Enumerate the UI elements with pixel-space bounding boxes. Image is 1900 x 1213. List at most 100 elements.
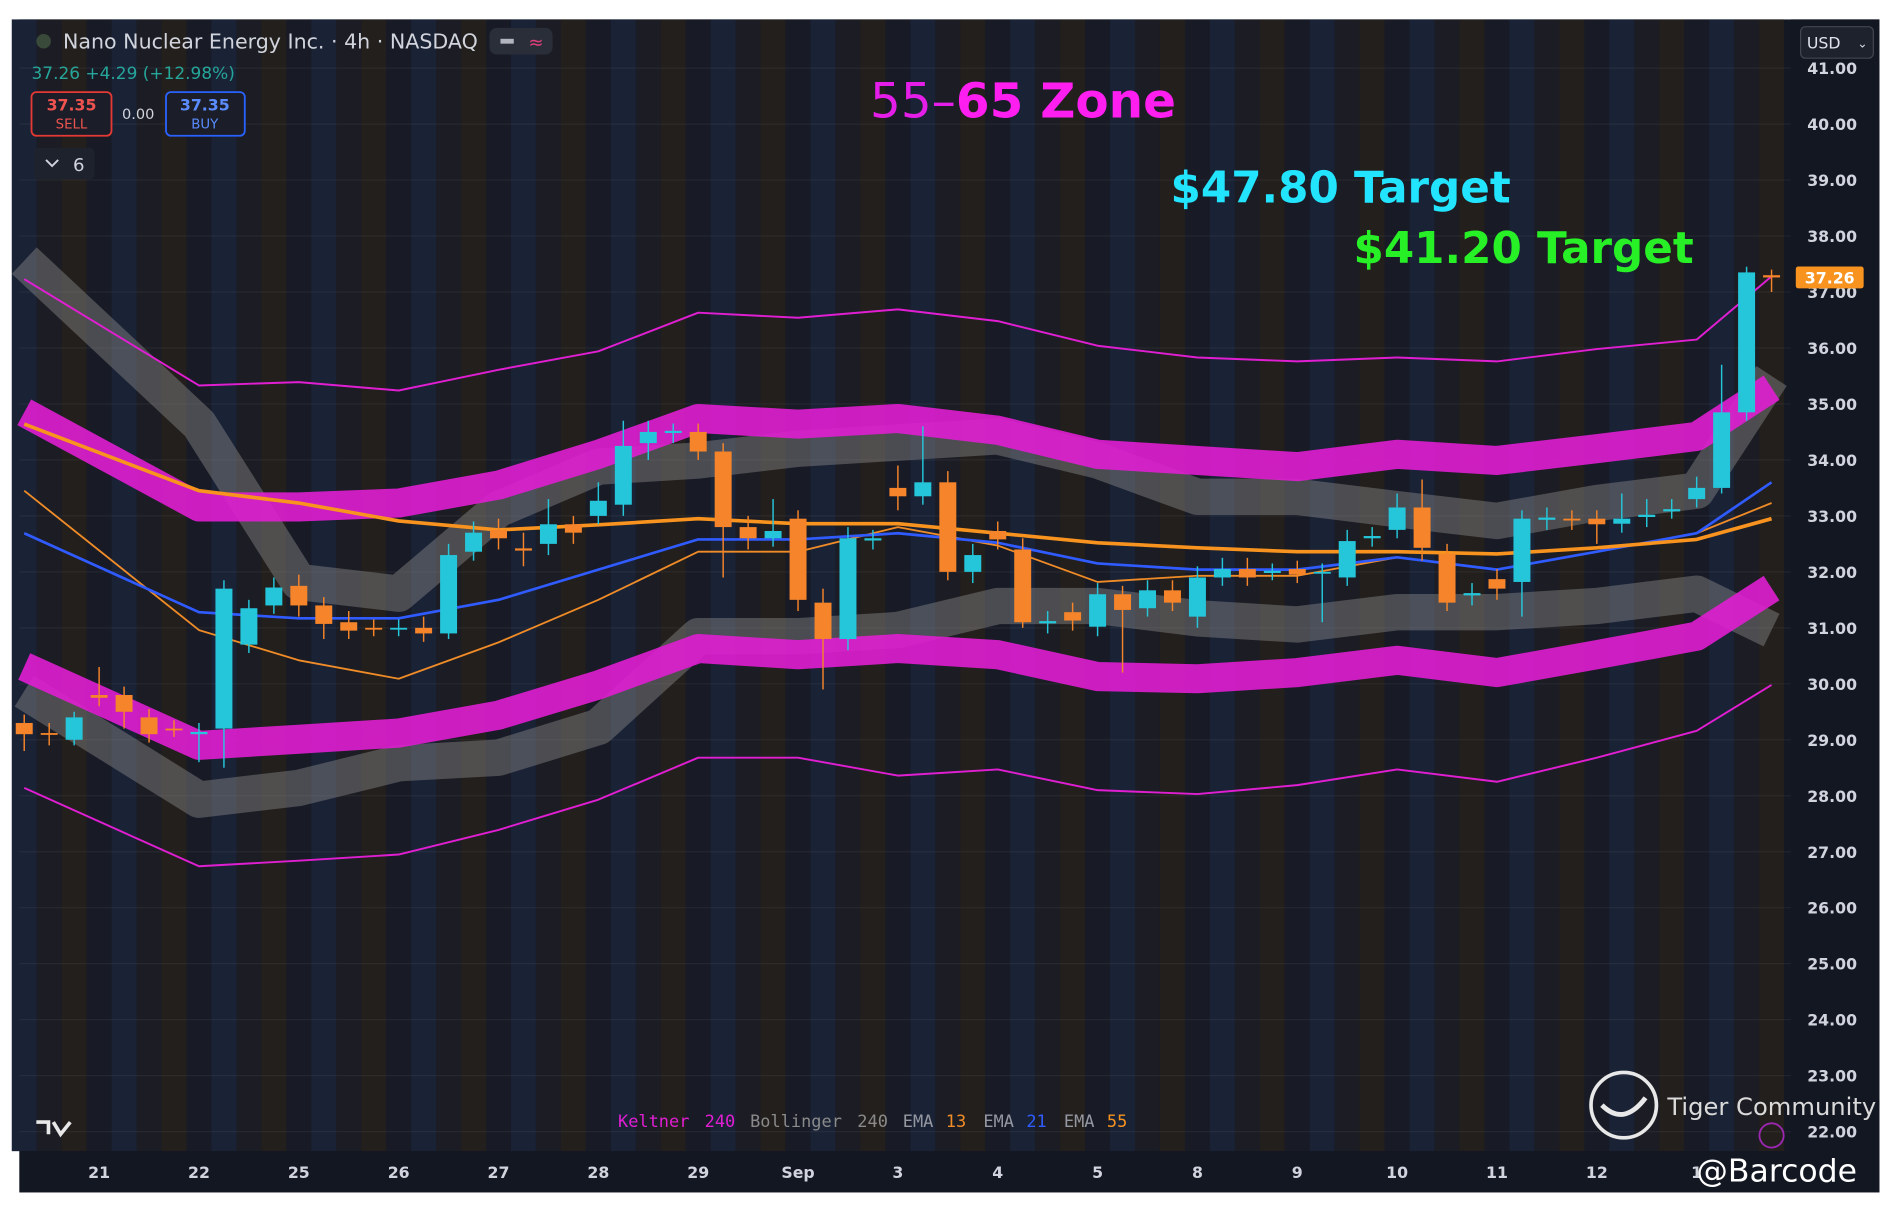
symbol-icon (36, 33, 51, 49)
candle-body (1238, 569, 1256, 578)
candle-body (315, 605, 333, 624)
x-tick-label: 28 (587, 1163, 609, 1182)
candle-body (839, 538, 857, 640)
sell-button[interactable] (30, 91, 113, 137)
candle-body (664, 430, 682, 434)
session-stripe (1559, 19, 1585, 1152)
candle-body (864, 538, 882, 541)
session-stripe (860, 19, 886, 1152)
x-tick-label: 5 (1092, 1163, 1103, 1182)
y-tick-label: 36.00 (1807, 339, 1857, 358)
session-stripe (560, 19, 586, 1152)
y-tick-label: 27.00 (1807, 843, 1857, 862)
currency-button[interactable] (1800, 26, 1874, 59)
candle-body (514, 548, 532, 551)
candle-body (1438, 553, 1456, 603)
x-tick-label: 9 (1292, 1163, 1303, 1182)
session-stripe (710, 19, 736, 1152)
candle-body (190, 731, 208, 735)
session-stripe (1259, 19, 1285, 1152)
candle-body (365, 627, 383, 630)
status-badge (489, 27, 553, 55)
keltner-band (17, 375, 1780, 522)
session-stripe (1110, 19, 1136, 1152)
x-tick-label: 27 (488, 1163, 510, 1182)
indicator-toggle[interactable] (33, 147, 95, 180)
candle-body (914, 482, 932, 497)
x-tick-label: 11 (1486, 1163, 1508, 1182)
candle-body (1338, 541, 1356, 578)
author: @Barcode (1696, 1153, 1857, 1189)
session-stripe (1684, 19, 1710, 1152)
sell-label: SELL (56, 117, 88, 132)
session-stripe (1659, 19, 1685, 1152)
candle-body (1213, 569, 1231, 578)
status-icon (500, 38, 514, 44)
candle-body (1513, 518, 1531, 582)
legend-item: 240 (705, 1111, 736, 1131)
candle-body (65, 717, 83, 740)
session-stripe (810, 19, 836, 1152)
quote: 37.26 +4.29 (+12.98%) (32, 63, 235, 83)
candle-body (465, 532, 483, 552)
session-stripe (111, 19, 137, 1152)
session-stripe (985, 19, 1011, 1152)
session-stripe (735, 19, 761, 1152)
session-stripe (1384, 19, 1410, 1152)
indicator-count: 6 (73, 155, 85, 176)
candle-body (789, 518, 807, 600)
sell-price: 37.35 (47, 95, 97, 114)
session-stripe (760, 19, 786, 1152)
zone-prefix: 55– (870, 74, 956, 130)
candle-body (140, 717, 158, 735)
x-tick-label: 26 (388, 1163, 410, 1182)
y-tick-label: 30.00 (1807, 675, 1857, 694)
candle-body (1663, 509, 1681, 512)
candle-body (1263, 570, 1281, 573)
candle-body (1713, 412, 1731, 488)
session-stripe (1284, 19, 1310, 1152)
target-annotation: $47.80 Target (1171, 163, 1511, 213)
candle-body (964, 555, 982, 572)
candle-body (240, 608, 258, 645)
currency: USD (1807, 33, 1841, 52)
y-tick-label: 32.00 (1807, 563, 1857, 582)
session-stripe (510, 19, 536, 1152)
candle-body (1488, 579, 1506, 589)
candle-body (415, 627, 433, 634)
session-stripe (610, 19, 636, 1152)
candle-body (889, 487, 907, 497)
session-stripe (86, 19, 112, 1152)
y-tick-label: 34.00 (1807, 451, 1857, 470)
x-tick-label: 12 (1586, 1163, 1608, 1182)
candle-body (340, 622, 358, 631)
candle-body (1413, 507, 1431, 548)
candle-body (1089, 594, 1107, 627)
candle-body (1188, 577, 1206, 617)
candle-body (40, 733, 58, 735)
x-tick-label: 25 (288, 1163, 310, 1182)
status-icon: ≈ (528, 32, 543, 53)
watermark: Tiger Community (1666, 1093, 1876, 1121)
legend-item: Bollinger (750, 1111, 842, 1131)
session-stripe (236, 19, 262, 1152)
candle-body (490, 529, 507, 539)
candle-body (15, 722, 33, 735)
legend-item: 21 (1026, 1111, 1046, 1131)
candle-body (714, 451, 732, 528)
session-stripe (1409, 19, 1435, 1152)
buy-button[interactable] (165, 91, 246, 137)
candle-body (1763, 275, 1781, 278)
session-stripe (635, 19, 661, 1152)
y-tick-label: 25.00 (1807, 955, 1857, 974)
x-tick-label: 3 (892, 1163, 903, 1182)
candle-body (1064, 612, 1082, 621)
y-tick-label: 41.00 (1807, 59, 1857, 78)
session-stripe (11, 19, 37, 1152)
session-stripe (935, 19, 961, 1152)
session-stripe (161, 19, 187, 1152)
zone-annotation: 55–65 Zone (870, 74, 1176, 130)
candle-body (1014, 549, 1032, 623)
